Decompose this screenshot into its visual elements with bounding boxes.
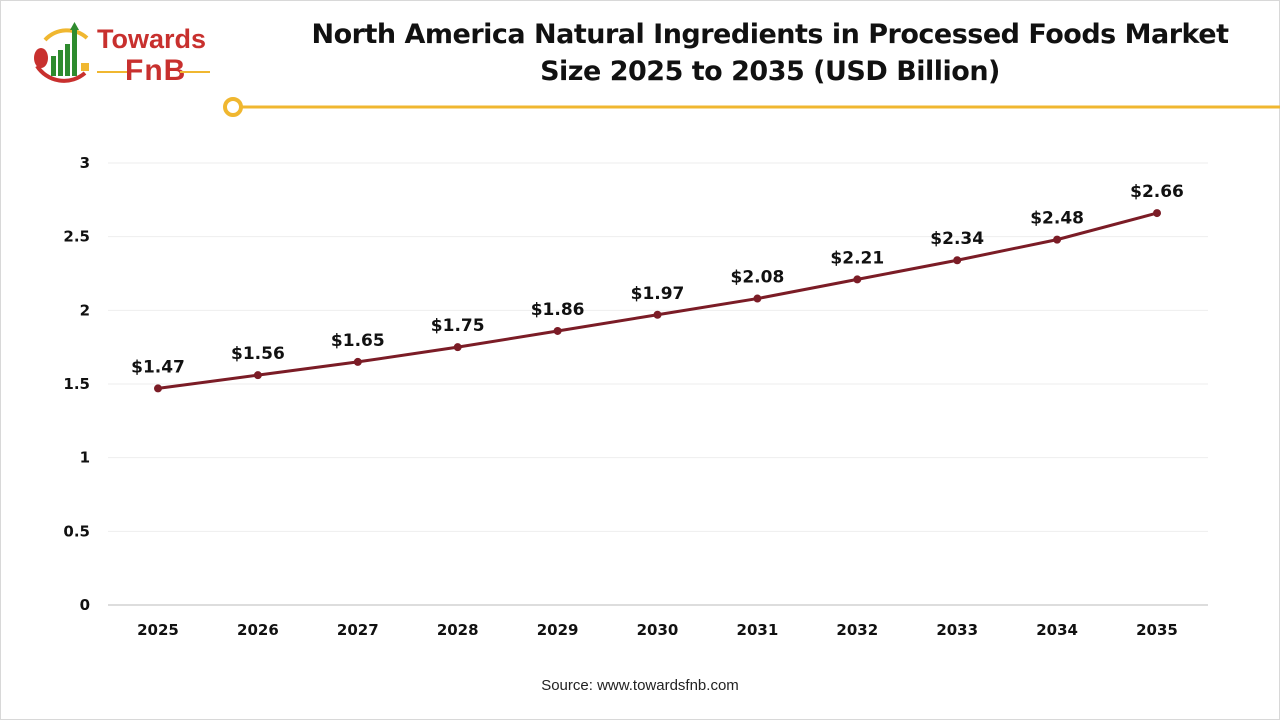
data-point <box>353 357 362 366</box>
x-tick-label: 2025 <box>137 621 179 639</box>
title-underline-dot <box>223 97 243 117</box>
x-tick-label: 2028 <box>437 621 479 639</box>
data-label: $1.47 <box>131 357 185 377</box>
logo-text-towards: Towards <box>97 24 207 54</box>
chart-title-line: North America Natural Ingredients in Pro… <box>311 19 1229 50</box>
data-label: $1.75 <box>431 316 485 336</box>
y-tick-label: 3 <box>80 154 90 172</box>
y-tick-label: 2 <box>80 301 90 319</box>
data-point <box>753 294 762 303</box>
y-tick-label: 1 <box>80 449 90 467</box>
x-tick-label: 2032 <box>836 621 878 639</box>
data-point <box>653 310 662 319</box>
y-tick-label: 0 <box>80 596 90 614</box>
data-label: $1.97 <box>631 284 685 304</box>
data-label: $2.66 <box>1130 182 1184 202</box>
data-label: $1.65 <box>331 331 385 351</box>
x-tick-label: 2033 <box>936 621 978 639</box>
logo-icon <box>34 22 89 83</box>
logo-text-fnb: FnB <box>125 54 187 87</box>
data-point <box>1053 235 1062 244</box>
data-point <box>1153 209 1161 218</box>
y-tick-label: 0.5 <box>63 522 90 540</box>
y-tick-label: 1.5 <box>63 375 90 393</box>
data-point <box>154 384 162 393</box>
data-point <box>453 343 462 352</box>
data-point <box>253 371 262 380</box>
x-tick-label: 2030 <box>637 621 679 639</box>
data-label: $2.34 <box>930 229 984 249</box>
data-label: $1.86 <box>531 300 585 320</box>
y-tick-label: 2.5 <box>63 228 90 246</box>
x-tick-label: 2031 <box>737 621 779 639</box>
data-label: $1.56 <box>231 344 285 364</box>
x-tick-label: 2027 <box>337 621 379 639</box>
data-point <box>953 256 962 265</box>
logo-divider <box>97 71 127 73</box>
data-label: $2.21 <box>830 248 884 268</box>
chart-title-line: Size 2025 to 2035 (USD Billion) <box>540 56 1000 87</box>
data-point <box>853 275 862 284</box>
chart-title: North America Natural Ingredients in Pro… <box>260 16 1280 90</box>
source-note: Source: www.towardsfnb.com <box>541 677 739 694</box>
x-tick-label: 2026 <box>237 621 279 639</box>
x-tick-label: 2035 <box>1136 621 1178 639</box>
data-label: $2.08 <box>731 268 785 288</box>
x-tick-label: 2034 <box>1036 621 1078 639</box>
logo-divider <box>180 71 210 73</box>
towards-fnb-logo: Towards FnB <box>25 18 215 88</box>
data-point <box>553 326 562 335</box>
data-label: $2.48 <box>1030 209 1084 229</box>
x-tick-label: 2029 <box>537 621 579 639</box>
